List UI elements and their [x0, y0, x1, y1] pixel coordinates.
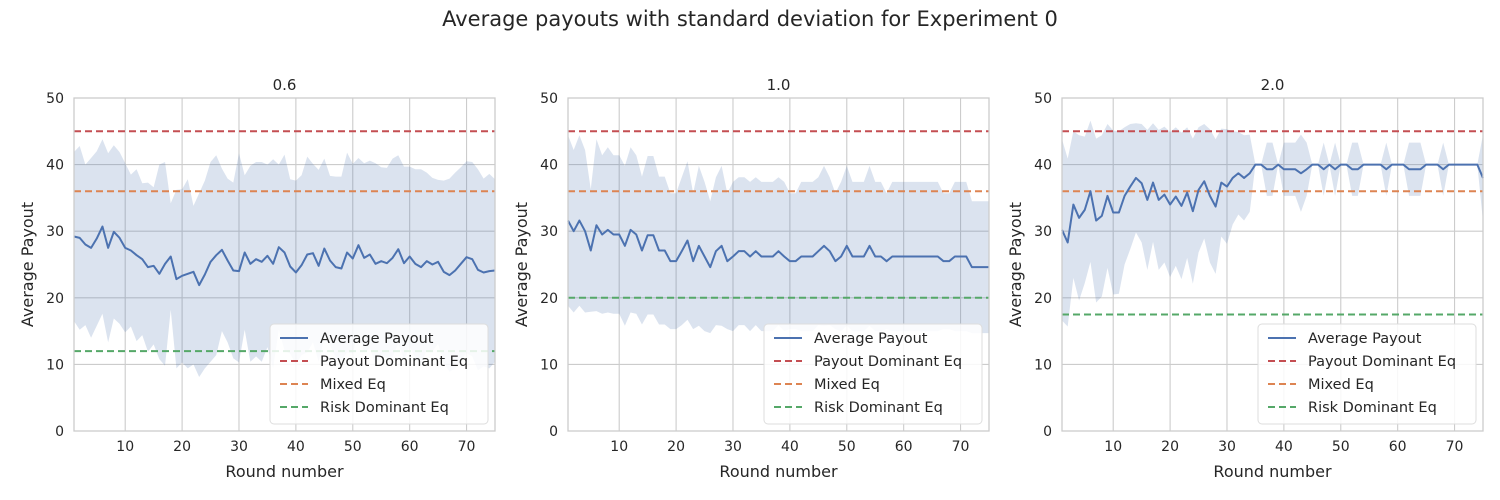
legend-label-risk-dominant-eq: Risk Dominant Eq [320, 400, 449, 416]
legend-label-mixed-eq: Mixed Eq [814, 377, 880, 393]
panel-title: 2.0 [1261, 76, 1285, 94]
axes-frame [73, 97, 496, 432]
y-tick-label: 20 [1034, 291, 1052, 307]
average-payout-line [567, 219, 989, 269]
average-payout-line [73, 225, 496, 287]
x-tick-label: 30 [724, 439, 742, 455]
x-tick-label: 20 [667, 439, 685, 455]
panel-title: 0.6 [273, 76, 297, 94]
x-tick-label: 70 [458, 439, 476, 455]
legend-label-risk-dominant-eq: Risk Dominant Eq [1308, 400, 1437, 416]
x-axis-label: Round number [225, 462, 344, 481]
y-tick-label: 20 [46, 291, 64, 307]
legend-label-payout-dominant-eq: Payout Dominant Eq [320, 354, 468, 370]
y-tick-label: 0 [1043, 424, 1052, 440]
y-axis-label: Average Payout [1006, 202, 1025, 327]
std-dev-band [74, 139, 495, 378]
y-tick-label: 30 [46, 224, 64, 240]
x-tick-label: 10 [116, 439, 134, 455]
panel-title: 1.0 [767, 76, 791, 94]
x-tick-label: 30 [1218, 439, 1236, 455]
legend: Average Payout Payout Dominant Eq Mixed Eq… [1257, 323, 1477, 425]
x-tick-label: 10 [1104, 439, 1122, 455]
legend-label-payout-dominant-eq: Payout Dominant Eq [1308, 354, 1456, 370]
x-axis-label: Round number [719, 462, 838, 481]
x-tick-label: 50 [1332, 439, 1350, 455]
x-axis-label: Round number [1213, 462, 1332, 481]
y-axis-label: Average Payout [18, 202, 37, 327]
std-dev-band [568, 135, 989, 334]
legend-label-average-payout: Average Payout [1308, 331, 1422, 347]
x-tick-label: 40 [781, 439, 799, 455]
x-tick-label: 50 [344, 439, 362, 455]
y-tick-label: 20 [540, 291, 558, 307]
x-tick-label: 70 [952, 439, 970, 455]
panels: 10 20 30 40 50 60 70 0 10 20 30 40 50 0.6 Round number… [18, 76, 1484, 481]
x-tick-label: 30 [230, 439, 248, 455]
panel-1: 10 20 30 40 50 60 70 0 10 20 30 40 50 1.0 Round number… [512, 76, 990, 481]
y-tick-label: 50 [1034, 91, 1052, 107]
panel-2: 10 20 30 40 50 60 70 0 10 20 30 40 50 2.0 Round number… [1006, 76, 1484, 481]
x-tick-label: 20 [173, 439, 191, 455]
y-tick-label: 10 [1034, 357, 1052, 373]
y-tick-label: 40 [46, 158, 64, 174]
y-axis-label: Average Payout [512, 202, 531, 327]
legend-label-mixed-eq: Mixed Eq [320, 377, 386, 393]
legend-box [763, 323, 983, 425]
axes-frame [567, 97, 990, 432]
y-tick-label: 0 [55, 424, 64, 440]
y-tick-label: 50 [540, 91, 558, 107]
panel-0: 10 20 30 40 50 60 70 0 10 20 30 40 50 0.6 Round number… [18, 76, 496, 481]
y-tick-label: 10 [540, 357, 558, 373]
legend-label-risk-dominant-eq: Risk Dominant Eq [814, 400, 943, 416]
y-tick-label: 50 [46, 91, 64, 107]
x-tick-label: 40 [1275, 439, 1293, 455]
legend: Average Payout Payout Dominant Eq Mixed Eq… [269, 323, 489, 425]
x-tick-label: 10 [610, 439, 628, 455]
axes-frame [1061, 97, 1484, 432]
x-tick-label: 20 [1161, 439, 1179, 455]
legend-box [1257, 323, 1477, 425]
y-tick-label: 10 [46, 357, 64, 373]
average-payout-line [1061, 163, 1484, 244]
x-tick-label: 70 [1446, 439, 1464, 455]
y-tick-label: 30 [1034, 224, 1052, 240]
figure-title: Average payouts with standard deviation … [442, 7, 1058, 31]
std-dev-band [1062, 120, 1483, 327]
x-tick-label: 60 [401, 439, 419, 455]
legend: Average Payout Payout Dominant Eq Mixed Eq… [763, 323, 983, 425]
legend-label-payout-dominant-eq: Payout Dominant Eq [814, 354, 962, 370]
y-tick-label: 40 [540, 158, 558, 174]
legend-box [269, 323, 489, 425]
x-tick-label: 60 [1389, 439, 1407, 455]
y-tick-label: 40 [1034, 158, 1052, 174]
legend-label-average-payout: Average Payout [814, 331, 928, 347]
legend-label-average-payout: Average Payout [320, 331, 434, 347]
x-tick-label: 60 [895, 439, 913, 455]
x-tick-label: 50 [838, 439, 856, 455]
legend-label-mixed-eq: Mixed Eq [1308, 377, 1374, 393]
y-tick-label: 30 [540, 224, 558, 240]
y-tick-label: 0 [549, 424, 558, 440]
x-tick-label: 40 [287, 439, 305, 455]
